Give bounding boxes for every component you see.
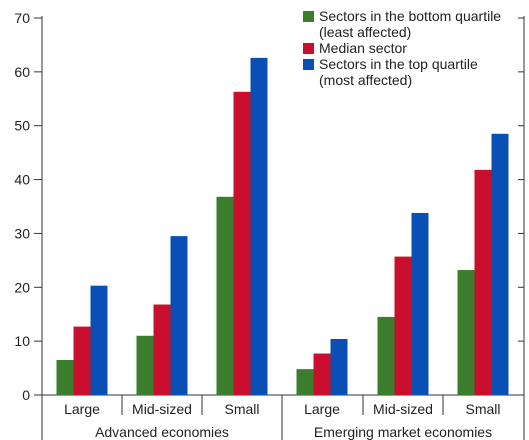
bar	[153, 304, 171, 395]
x-tick-label: Mid-sized	[132, 401, 192, 417]
y-tick-label: 0	[22, 387, 30, 403]
y-tick-label: 40	[14, 172, 30, 188]
bar	[313, 353, 331, 395]
y-tick-label: 50	[14, 118, 30, 134]
y-tick-label: 30	[14, 225, 30, 241]
legend-label: (most affected)	[319, 72, 412, 88]
y-tick-label: 70	[14, 10, 30, 26]
x-tick-label: Small	[465, 401, 500, 417]
axis-layer: 0 10 20 30 40 50 60 70 Large Mid-sized Small Large M…	[14, 10, 525, 440]
legend-label: Median sector	[319, 40, 407, 56]
bar	[296, 369, 314, 395]
x-tick-label: Small	[224, 401, 259, 417]
legend-swatch	[303, 43, 314, 54]
bar	[90, 285, 108, 395]
x-tick-label: Large	[304, 401, 340, 417]
bar	[491, 133, 509, 396]
bar	[216, 196, 234, 395]
group-label: Emerging market economies	[314, 424, 492, 440]
bar	[170, 236, 188, 395]
bar	[330, 338, 348, 395]
legend: Sectors in the bottom quartile(least aff…	[303, 8, 501, 88]
bar	[377, 316, 395, 395]
bar	[73, 326, 91, 395]
legend-swatch	[303, 11, 314, 22]
y-tick-label: 10	[14, 333, 30, 349]
bar	[56, 359, 74, 395]
group-label: Advanced economies	[95, 424, 229, 440]
x-tick-label: Mid-sized	[373, 401, 433, 417]
legend-label: (least affected)	[319, 24, 411, 40]
bar	[457, 270, 475, 395]
bar-layer	[56, 57, 509, 396]
bar	[411, 212, 429, 395]
y-tick-label: 60	[14, 64, 30, 80]
legend-label: Sectors in the bottom quartile	[319, 8, 501, 24]
bar	[136, 335, 154, 395]
x-tick-label: Large	[64, 401, 100, 417]
y-tick-label: 20	[14, 279, 30, 295]
bar	[394, 256, 412, 395]
legend-label: Sectors in the top quartile	[319, 56, 478, 72]
legend-swatch	[303, 59, 314, 70]
bar	[474, 169, 492, 395]
bar	[250, 57, 268, 396]
bar	[233, 91, 251, 395]
